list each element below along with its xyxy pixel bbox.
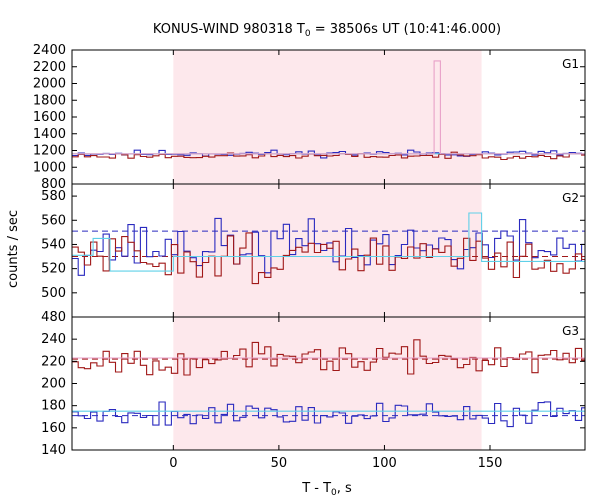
- y-tick-label: 1000: [33, 160, 66, 175]
- series-pink-g1: [72, 60, 585, 155]
- y-tick-label: 520: [41, 262, 66, 277]
- y-tick-label: 1800: [33, 93, 66, 108]
- series-red-g1: [72, 151, 585, 161]
- y-tick-label: 2200: [33, 60, 66, 75]
- y-tick-label: 220: [41, 354, 66, 369]
- x-axis-label-prefix: T - T: [301, 481, 331, 496]
- y-tick-label: 480: [41, 310, 66, 325]
- y-tick-label: 1200: [33, 144, 66, 159]
- series-blue-g2: [72, 217, 585, 276]
- x-axis-label-suffix: , s: [337, 481, 352, 496]
- highlight-band-g2: [173, 184, 482, 317]
- y-tick-label: 1600: [33, 110, 66, 125]
- series-blue-g1: [72, 149, 585, 159]
- y-tick-label: 140: [41, 443, 66, 458]
- y-tick-label: 200: [41, 377, 66, 392]
- panel-label-g2: G2: [562, 191, 579, 205]
- panel-plot-g2: [72, 212, 585, 285]
- x-axis-label-subscript: 0: [331, 488, 337, 498]
- y-tick-label: 800: [41, 177, 66, 192]
- x-tick-label: 0: [169, 456, 177, 471]
- series-red-g2: [72, 232, 585, 285]
- x-tick-label: 150: [478, 456, 503, 471]
- highlight-band-g1: [173, 50, 482, 184]
- chart-title-prefix: KONUS-WIND 980318 T: [153, 22, 305, 37]
- y-tick-label: 560: [41, 213, 66, 228]
- y-tick-label: 2000: [33, 77, 66, 92]
- panel-plot-g1: [72, 60, 585, 161]
- y-tick-label: 240: [41, 332, 66, 347]
- chart-title-subscript: 0: [305, 29, 311, 39]
- y-tick-label: 540: [41, 237, 66, 252]
- y-tick-label: 160: [41, 421, 66, 436]
- x-tick-label: 50: [271, 456, 288, 471]
- y-tick-label: 500: [41, 286, 66, 301]
- chart-title: KONUS-WIND 980318 T0 = 38506s UT (10:41:…: [153, 22, 501, 39]
- chart-title-suffix: = 38506s UT (10:41:46.000): [311, 22, 501, 37]
- y-tick-label: 2400: [33, 43, 66, 58]
- x-axis-label: T - T0, s: [301, 481, 352, 498]
- panel-label-g1: G1: [562, 57, 579, 71]
- series-cyan-g2: [72, 212, 585, 272]
- y-tick-label: 180: [41, 399, 66, 414]
- y-tick-label: 580: [41, 189, 66, 204]
- y-tick-label: 1400: [33, 127, 66, 142]
- panel-label-g3: G3: [562, 324, 579, 338]
- y-axis-label: counts / sec: [6, 210, 21, 288]
- x-tick-label: 100: [372, 456, 397, 471]
- series-red-g3: [72, 339, 585, 376]
- series-blue-g3: [72, 401, 585, 428]
- highlight-band-g3: [173, 317, 482, 450]
- panels-layer: 80010001200140016001800200022002400G1480…: [33, 43, 586, 471]
- panel-plot-g3: [72, 339, 585, 428]
